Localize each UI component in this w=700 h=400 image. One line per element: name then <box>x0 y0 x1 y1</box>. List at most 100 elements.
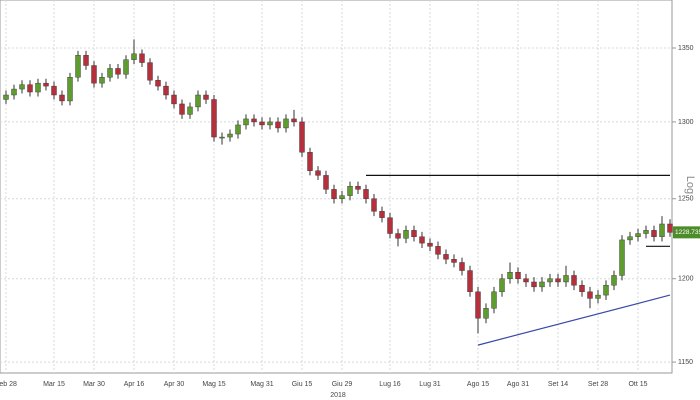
candle-body <box>467 270 473 293</box>
x-tick-label: Ott 15 <box>628 381 647 388</box>
candle-body <box>523 278 529 283</box>
candle-body <box>387 217 393 234</box>
candle-body <box>235 124 241 135</box>
candle-body <box>251 118 257 123</box>
x-tick-label: Set 28 <box>588 381 608 388</box>
candle-body <box>491 291 497 309</box>
candle-body <box>643 230 649 234</box>
candle-body <box>243 118 249 126</box>
candle-body <box>411 230 417 237</box>
candle-body <box>99 77 105 84</box>
candle-body <box>363 189 369 199</box>
x-tick-label: Giu 15 <box>292 381 313 388</box>
x-tick-label: Mag 15 <box>202 381 225 388</box>
candle-body <box>579 285 585 293</box>
candle-body <box>443 254 449 260</box>
candle-body <box>371 198 377 212</box>
candle-body <box>627 236 633 241</box>
candle-body <box>3 94 9 100</box>
plot-area <box>0 0 673 374</box>
candle-body <box>555 278 561 283</box>
candle-body <box>227 133 233 138</box>
candle-body <box>219 136 225 139</box>
candle-body <box>395 233 401 239</box>
candle-body <box>283 118 289 129</box>
candle-body <box>667 223 673 233</box>
candle-body <box>595 294 601 299</box>
candle-body <box>435 246 441 255</box>
candle-body <box>307 152 313 171</box>
candle-body <box>187 106 193 115</box>
candle-body <box>91 65 97 84</box>
candle-body <box>131 53 137 60</box>
candle-body <box>203 94 209 100</box>
x-tick-label: Mar 30 <box>83 381 105 388</box>
x-tick-label: Feb 28 <box>0 381 17 388</box>
candle-body <box>499 278 505 293</box>
candle-body <box>475 291 481 319</box>
candle-body <box>323 175 329 190</box>
candle-body <box>299 121 305 153</box>
candle-body <box>67 77 73 102</box>
candle-body <box>275 121 281 129</box>
y-tick-label: 1300 <box>678 119 694 126</box>
y-tick-label: 1150 <box>678 359 693 366</box>
candle-body <box>19 84 25 90</box>
candle-body <box>147 62 153 81</box>
candle-body <box>611 275 617 286</box>
candle-body <box>659 223 665 237</box>
candle-body <box>539 281 545 288</box>
candle-body <box>259 121 265 126</box>
candle-body <box>619 239 625 276</box>
candle-body <box>339 195 345 199</box>
candle-body <box>83 55 89 66</box>
candle-body <box>59 94 65 102</box>
candle-body <box>315 170 321 176</box>
x-tick-label: Lug 16 <box>379 381 401 388</box>
candle-body <box>651 230 657 237</box>
x-tick-label: Mag 31 <box>250 381 273 388</box>
candle-body <box>379 211 385 218</box>
candle-body <box>427 242 433 247</box>
x-tick-label: Apr 30 <box>164 381 185 388</box>
x-tick-label: Giu 29 <box>332 381 353 388</box>
candle-body <box>507 271 513 279</box>
candle-body <box>531 281 537 288</box>
candle-body <box>347 186 353 196</box>
candle-body <box>515 271 521 279</box>
candle-body <box>75 55 81 78</box>
candle-body <box>11 88 17 96</box>
candle-body <box>563 275 569 283</box>
trend-line <box>477 294 671 346</box>
candle-body <box>179 103 185 115</box>
y-tick-label: 1350 <box>678 45 694 52</box>
candle-body <box>451 259 457 263</box>
candle-body <box>35 82 41 93</box>
candle-body <box>603 285 609 296</box>
candle-body <box>51 85 57 96</box>
candle-body <box>635 233 641 237</box>
candle-body <box>483 308 489 319</box>
candle-body <box>331 189 337 199</box>
candle-body <box>195 94 201 108</box>
candle-body <box>171 94 177 105</box>
x-tick-label: Mar 15 <box>43 381 65 388</box>
candle-body <box>267 121 273 126</box>
candle-body <box>571 275 577 286</box>
last-price-label: 1228.7353 <box>675 229 700 236</box>
scale-label: Log <box>684 176 696 194</box>
candle-body <box>419 236 425 244</box>
x-tick-label: Set 14 <box>548 381 568 388</box>
candle-body <box>587 291 593 299</box>
candle-body <box>27 84 33 93</box>
candle-body <box>155 79 161 87</box>
candle-body <box>107 68 113 78</box>
year-label: 2018 <box>330 392 346 399</box>
candle-body <box>291 118 297 123</box>
last-price-box <box>673 226 700 239</box>
candle-body <box>139 53 145 63</box>
candle-body <box>355 186 361 190</box>
x-tick-label: Apr 16 <box>124 381 145 388</box>
